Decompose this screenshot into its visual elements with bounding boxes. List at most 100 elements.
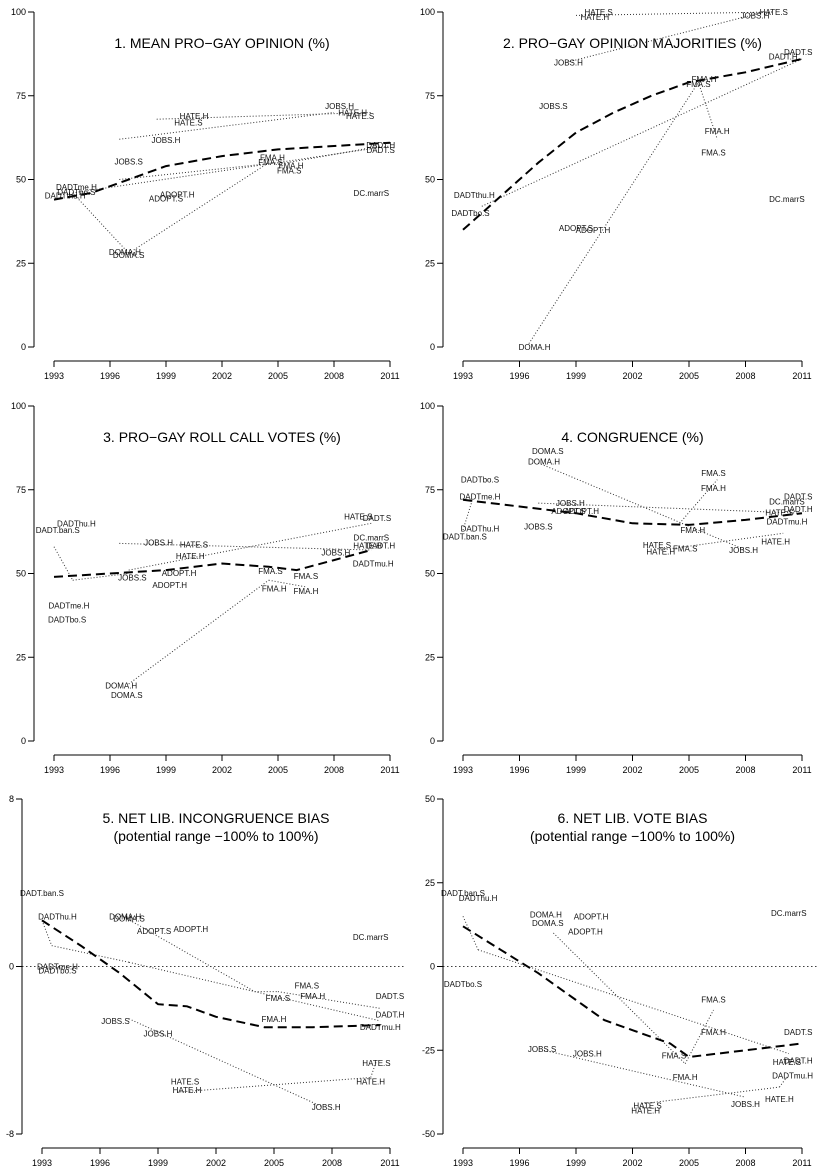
panel-title: 1. MEAN PRO−GAY OPINION (%) [114,35,329,51]
point-label: HATE.S [643,541,671,550]
point-label: JOBS.H [556,499,585,508]
y-tick-label: 25 [16,652,26,662]
dotted-connector-line [462,499,473,531]
trend-line [462,925,803,1059]
point-label: DOMA.S [532,919,564,928]
dotted-connector-line [697,82,718,140]
y-tick-label: 50 [16,175,26,185]
dotted-connector-line [679,479,718,524]
x-tick-label: 2008 [735,371,755,381]
x-tick-label: 1996 [100,371,120,381]
point-label: DOMA.H [530,911,562,920]
point-label: FMA.S [673,544,697,553]
point-label: DADTthu.H [454,191,495,200]
point-label: DC.marrS [353,933,389,942]
point-label: DOMA.H [528,457,560,466]
point-label: HATE.S [584,8,612,17]
point-label: FMA.S [258,567,282,576]
dotted-connector-line [684,1009,714,1064]
point-label: DOMA.H [109,912,141,921]
point-label: FMA.S [662,1051,686,1060]
point-label: HATE.H [765,1095,794,1104]
dotted-connector-line [268,579,307,588]
point-label: FMA.H [680,526,705,535]
x-tick-label: 2005 [679,371,699,381]
point-label: DADThu.H [461,524,500,533]
point-label: JOBS.H [312,1103,341,1112]
y-tick-label: 0 [430,736,435,746]
point-label: FMA.H [294,587,319,596]
point-label: HATE.H [761,538,790,547]
y-tick-label: 50 [425,794,435,804]
point-label: HATE.S [765,509,793,518]
point-label: DADTme.H [48,601,89,610]
x-tick-label: 2005 [268,371,288,381]
point-label: DOMA.S [113,251,145,260]
x-tick-label: 1993 [32,1158,52,1168]
y-tick-label: 0 [9,962,14,972]
x-tick-label: 1996 [509,371,529,381]
point-label: FMA.S [258,158,282,167]
point-label: FMA.S [701,149,725,158]
point-label: FMA.S [294,572,318,581]
dotted-connector-line [72,192,130,254]
point-label: FMA.S [686,80,710,89]
dotted-connector-line [528,82,699,344]
point-label: DC.marrS [354,533,390,542]
point-label: DADTmu.H [353,559,394,568]
trend-line [462,57,803,231]
dotted-connector-line [287,145,381,164]
y-tick-label: 50 [425,569,435,579]
y-tick-label: 25 [425,258,435,268]
point-label: DADT.S [784,492,812,501]
point-label: ADOPT.H [162,569,197,578]
dotted-connector-line [72,145,391,194]
dotted-connector-line [128,579,269,685]
x-tick-label: 2008 [324,371,344,381]
chart-panel-6: -50 -25 0 25 50 1993 1996 1999 2002 2005 2008 2011 6… [422,794,818,1168]
y-tick-label: 75 [16,485,26,495]
panel-title: 5. NET LIB. INCONGRUENCE BIAS [103,810,330,826]
point-label: JOBS.H [144,1030,173,1039]
point-label: HATE.H [580,13,609,22]
point-label: ADOPT.S [551,507,585,516]
point-label: DADTmu.H [360,1023,401,1032]
x-tick-label: 2011 [380,1158,399,1168]
point-label: HATE.H [631,1107,660,1116]
dotted-connector-line [119,162,279,180]
x-tick-label: 1996 [100,765,120,775]
point-label: DOMA.S [113,914,145,923]
point-label: FMA.H [262,585,287,594]
chart-panel-2: 0 25 50 75 100 1993 1996 1999 2002 2005 2008 2011 2.… [420,7,812,381]
point-label: ADOPT.H [152,581,187,590]
point-label: DOMA.S [111,691,143,700]
x-tick-label: 2008 [735,1158,755,1168]
point-label: ADOPT.S [137,927,171,936]
y-tick-label: 50 [425,175,435,185]
point-label: DADTmu.H [772,1071,813,1080]
point-label: FMA.H [260,154,285,163]
x-tick-label: 1999 [148,1158,168,1168]
point-label: HATE.H [353,542,382,551]
point-label: DOMA.S [532,447,564,456]
dotted-connector-line [778,1076,788,1088]
y-tick-label: 100 [11,401,26,411]
point-label: HATE.S [180,541,208,550]
y-tick-label: 0 [430,342,435,352]
dotted-connector-line [660,532,784,551]
point-label: FMA.H [262,1015,287,1024]
point-label: DADTbo.S [444,980,482,989]
x-tick-label: 2002 [206,1158,226,1168]
x-tick-label: 2008 [735,765,755,775]
point-label: DADT.ban.S [20,889,64,898]
dotted-connector-line [277,991,381,1009]
x-tick-label: 2008 [324,765,344,775]
point-label: ADOPT.H [564,507,599,516]
point-label: JOBS.S [539,102,567,111]
point-label: DADTbo.S [57,188,95,197]
point-label: DC.marrS [769,195,805,204]
point-label: FMA.H [673,1073,698,1082]
point-label: DADT.S [784,48,812,57]
point-label: DADT.ban.S [443,533,487,542]
